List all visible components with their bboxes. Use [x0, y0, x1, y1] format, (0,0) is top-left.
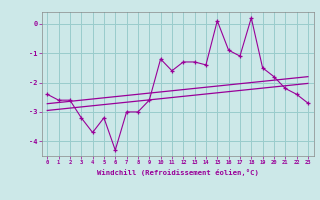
X-axis label: Windchill (Refroidissement éolien,°C): Windchill (Refroidissement éolien,°C): [97, 169, 259, 176]
